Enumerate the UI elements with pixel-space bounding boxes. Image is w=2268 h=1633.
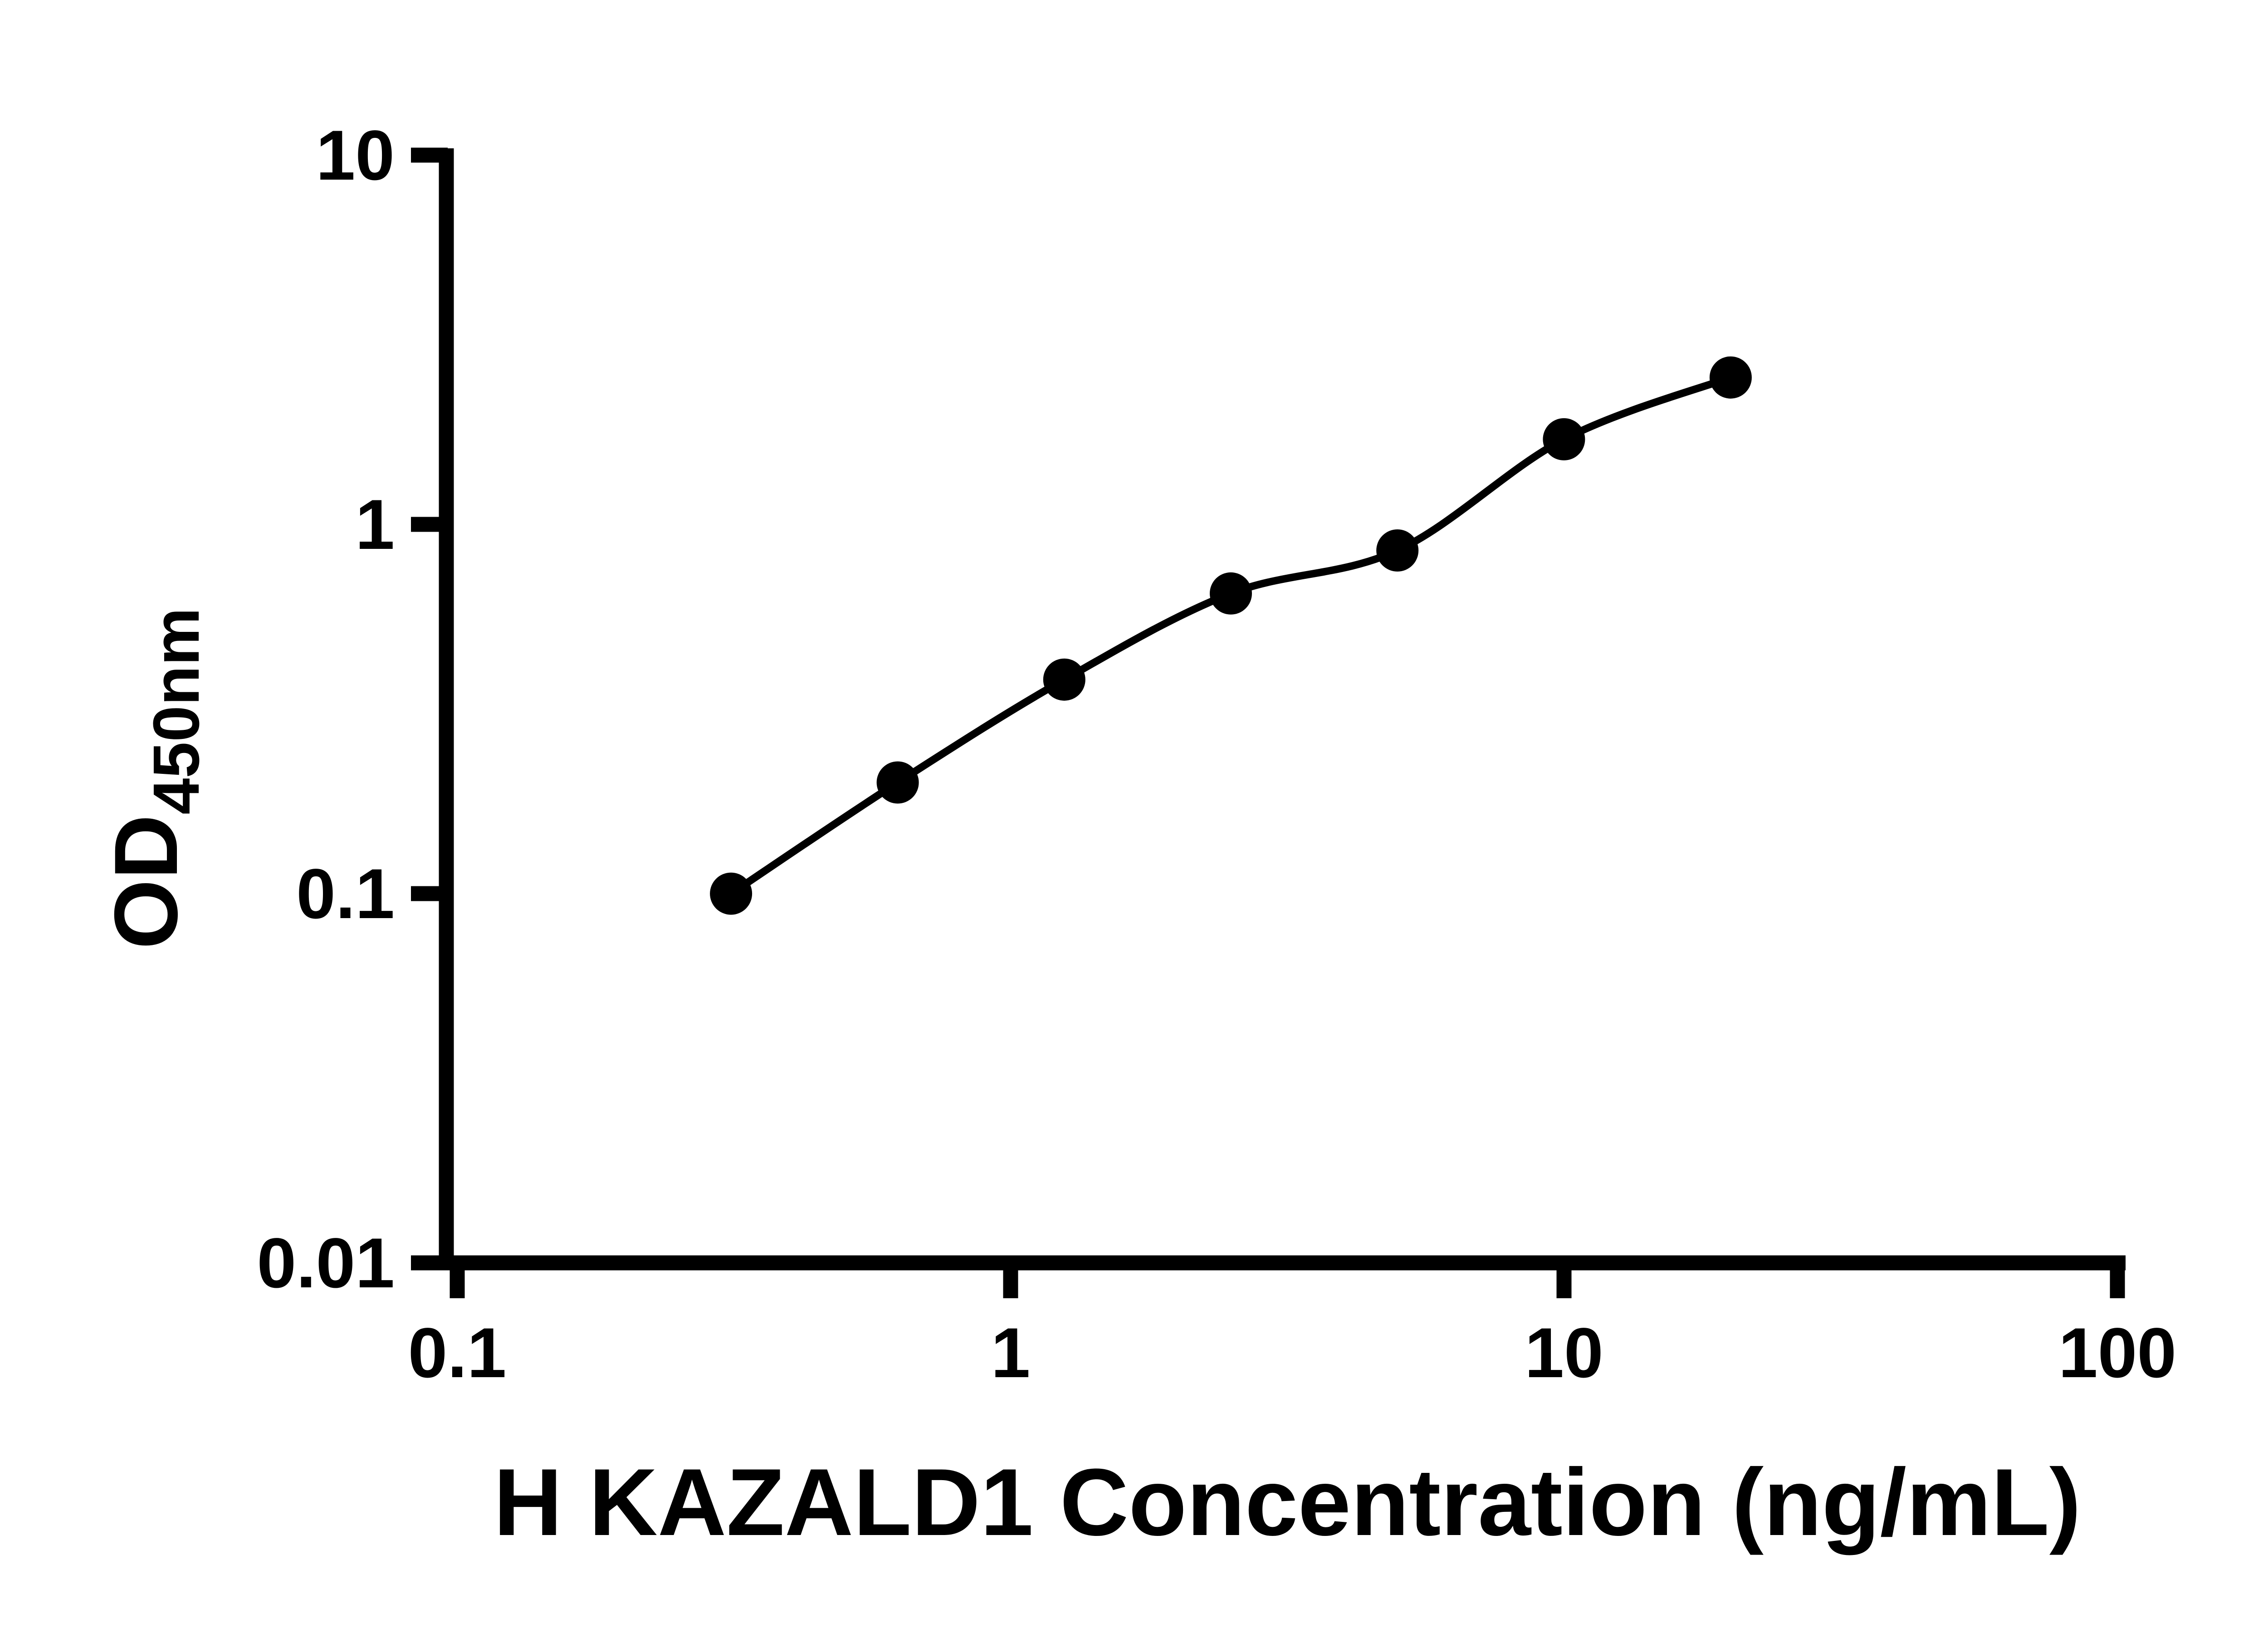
data-point: [1709, 356, 1752, 399]
axes: [439, 148, 2126, 1271]
data-point: [876, 761, 919, 804]
y-tick-label: 0.01: [257, 1224, 395, 1303]
fit-line: [729, 374, 1732, 897]
data-point: [710, 872, 753, 915]
x-tick-label: 100: [2058, 1314, 2176, 1393]
data-point: [1043, 658, 1085, 701]
x-axis-title: H KAZALD1 Concentration (ng/mL): [494, 1449, 2081, 1555]
data-point: [1210, 572, 1252, 615]
data-point: [1376, 529, 1419, 572]
axis-ticks: [411, 147, 2125, 1298]
y-axis-title: OD450nm: [96, 607, 213, 949]
data-series: [710, 356, 1752, 915]
x-tick-label: 1: [991, 1314, 1031, 1393]
y-axis-title-main: OD: [96, 815, 196, 949]
x-tick-label: 10: [1525, 1314, 1603, 1393]
data-point: [1543, 418, 1585, 460]
x-tick-label: 0.1: [408, 1314, 507, 1393]
y-axis-title-subscript: 450nm: [140, 607, 213, 814]
y-tick-label: 10: [316, 116, 395, 195]
y-tick-label: 1: [355, 485, 395, 564]
y-tick-label: 0.1: [296, 855, 395, 934]
